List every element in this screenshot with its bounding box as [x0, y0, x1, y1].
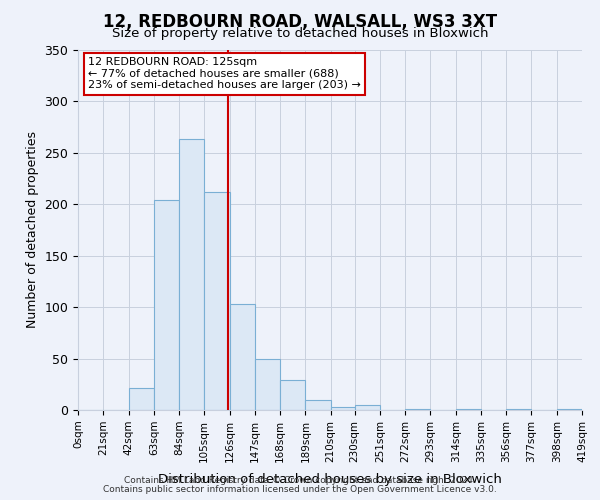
Text: 12, REDBOURN ROAD, WALSALL, WS3 3XT: 12, REDBOURN ROAD, WALSALL, WS3 3XT	[103, 12, 497, 30]
Bar	[557, 409, 582, 410]
Bar	[455, 409, 481, 410]
Text: 12 REDBOURN ROAD: 125sqm
← 77% of detached houses are smaller (688)
23% of semi-: 12 REDBOURN ROAD: 125sqm ← 77% of detach…	[88, 57, 361, 90]
Text: Contains public sector information licensed under the Open Government Licence v3: Contains public sector information licen…	[103, 485, 497, 494]
Bar	[305, 400, 331, 410]
Text: Contains HM Land Registry data © Crown copyright and database right 2024.: Contains HM Land Registry data © Crown c…	[124, 476, 476, 485]
Bar	[128, 388, 154, 410]
Bar	[154, 200, 179, 410]
Text: Size of property relative to detached houses in Bloxwich: Size of property relative to detached ho…	[112, 28, 488, 40]
Bar	[205, 192, 230, 410]
Bar	[331, 407, 355, 410]
Bar	[230, 304, 255, 410]
X-axis label: Distribution of detached houses by size in Bloxwich: Distribution of detached houses by size …	[158, 473, 502, 486]
Bar	[280, 380, 305, 410]
Bar	[355, 405, 380, 410]
Bar	[179, 140, 205, 410]
Bar	[405, 409, 430, 410]
Bar	[506, 409, 532, 410]
Bar	[255, 358, 280, 410]
Y-axis label: Number of detached properties: Number of detached properties	[26, 132, 39, 328]
